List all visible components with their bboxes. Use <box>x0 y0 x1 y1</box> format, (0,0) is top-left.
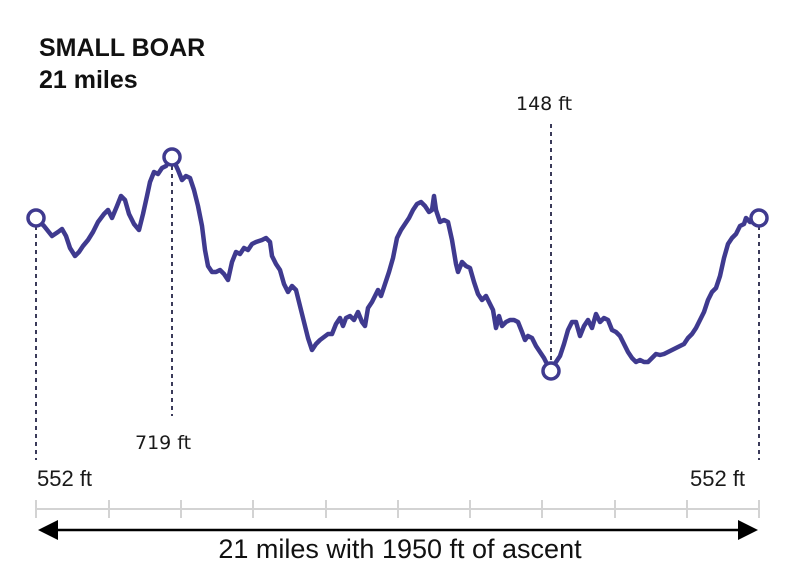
elevation-profile-line <box>33 154 762 373</box>
route-title: SMALL BOAR <box>39 34 206 62</box>
start-marker <box>26 208 46 228</box>
min-marker <box>541 361 561 381</box>
chart-title-block: SMALL BOAR 21 miles <box>39 32 205 96</box>
distance-axis <box>35 500 760 518</box>
end-elevation-label: 552 ft <box>690 466 746 491</box>
guide-lines <box>35 124 760 460</box>
end-marker <box>749 208 769 228</box>
arrow-right-icon <box>738 520 758 540</box>
max-elevation-label: 719 ft <box>135 432 192 454</box>
route-distance: 21 miles <box>39 66 138 94</box>
distance-ascent-caption: 21 miles with 1950 ft of ascent <box>218 534 582 564</box>
distance-arrow <box>38 520 758 540</box>
arrow-left-icon <box>38 520 58 540</box>
start-elevation-label: 552 ft <box>37 466 93 491</box>
min-elevation-label: 148 ft <box>516 93 573 115</box>
max-marker <box>162 147 182 167</box>
